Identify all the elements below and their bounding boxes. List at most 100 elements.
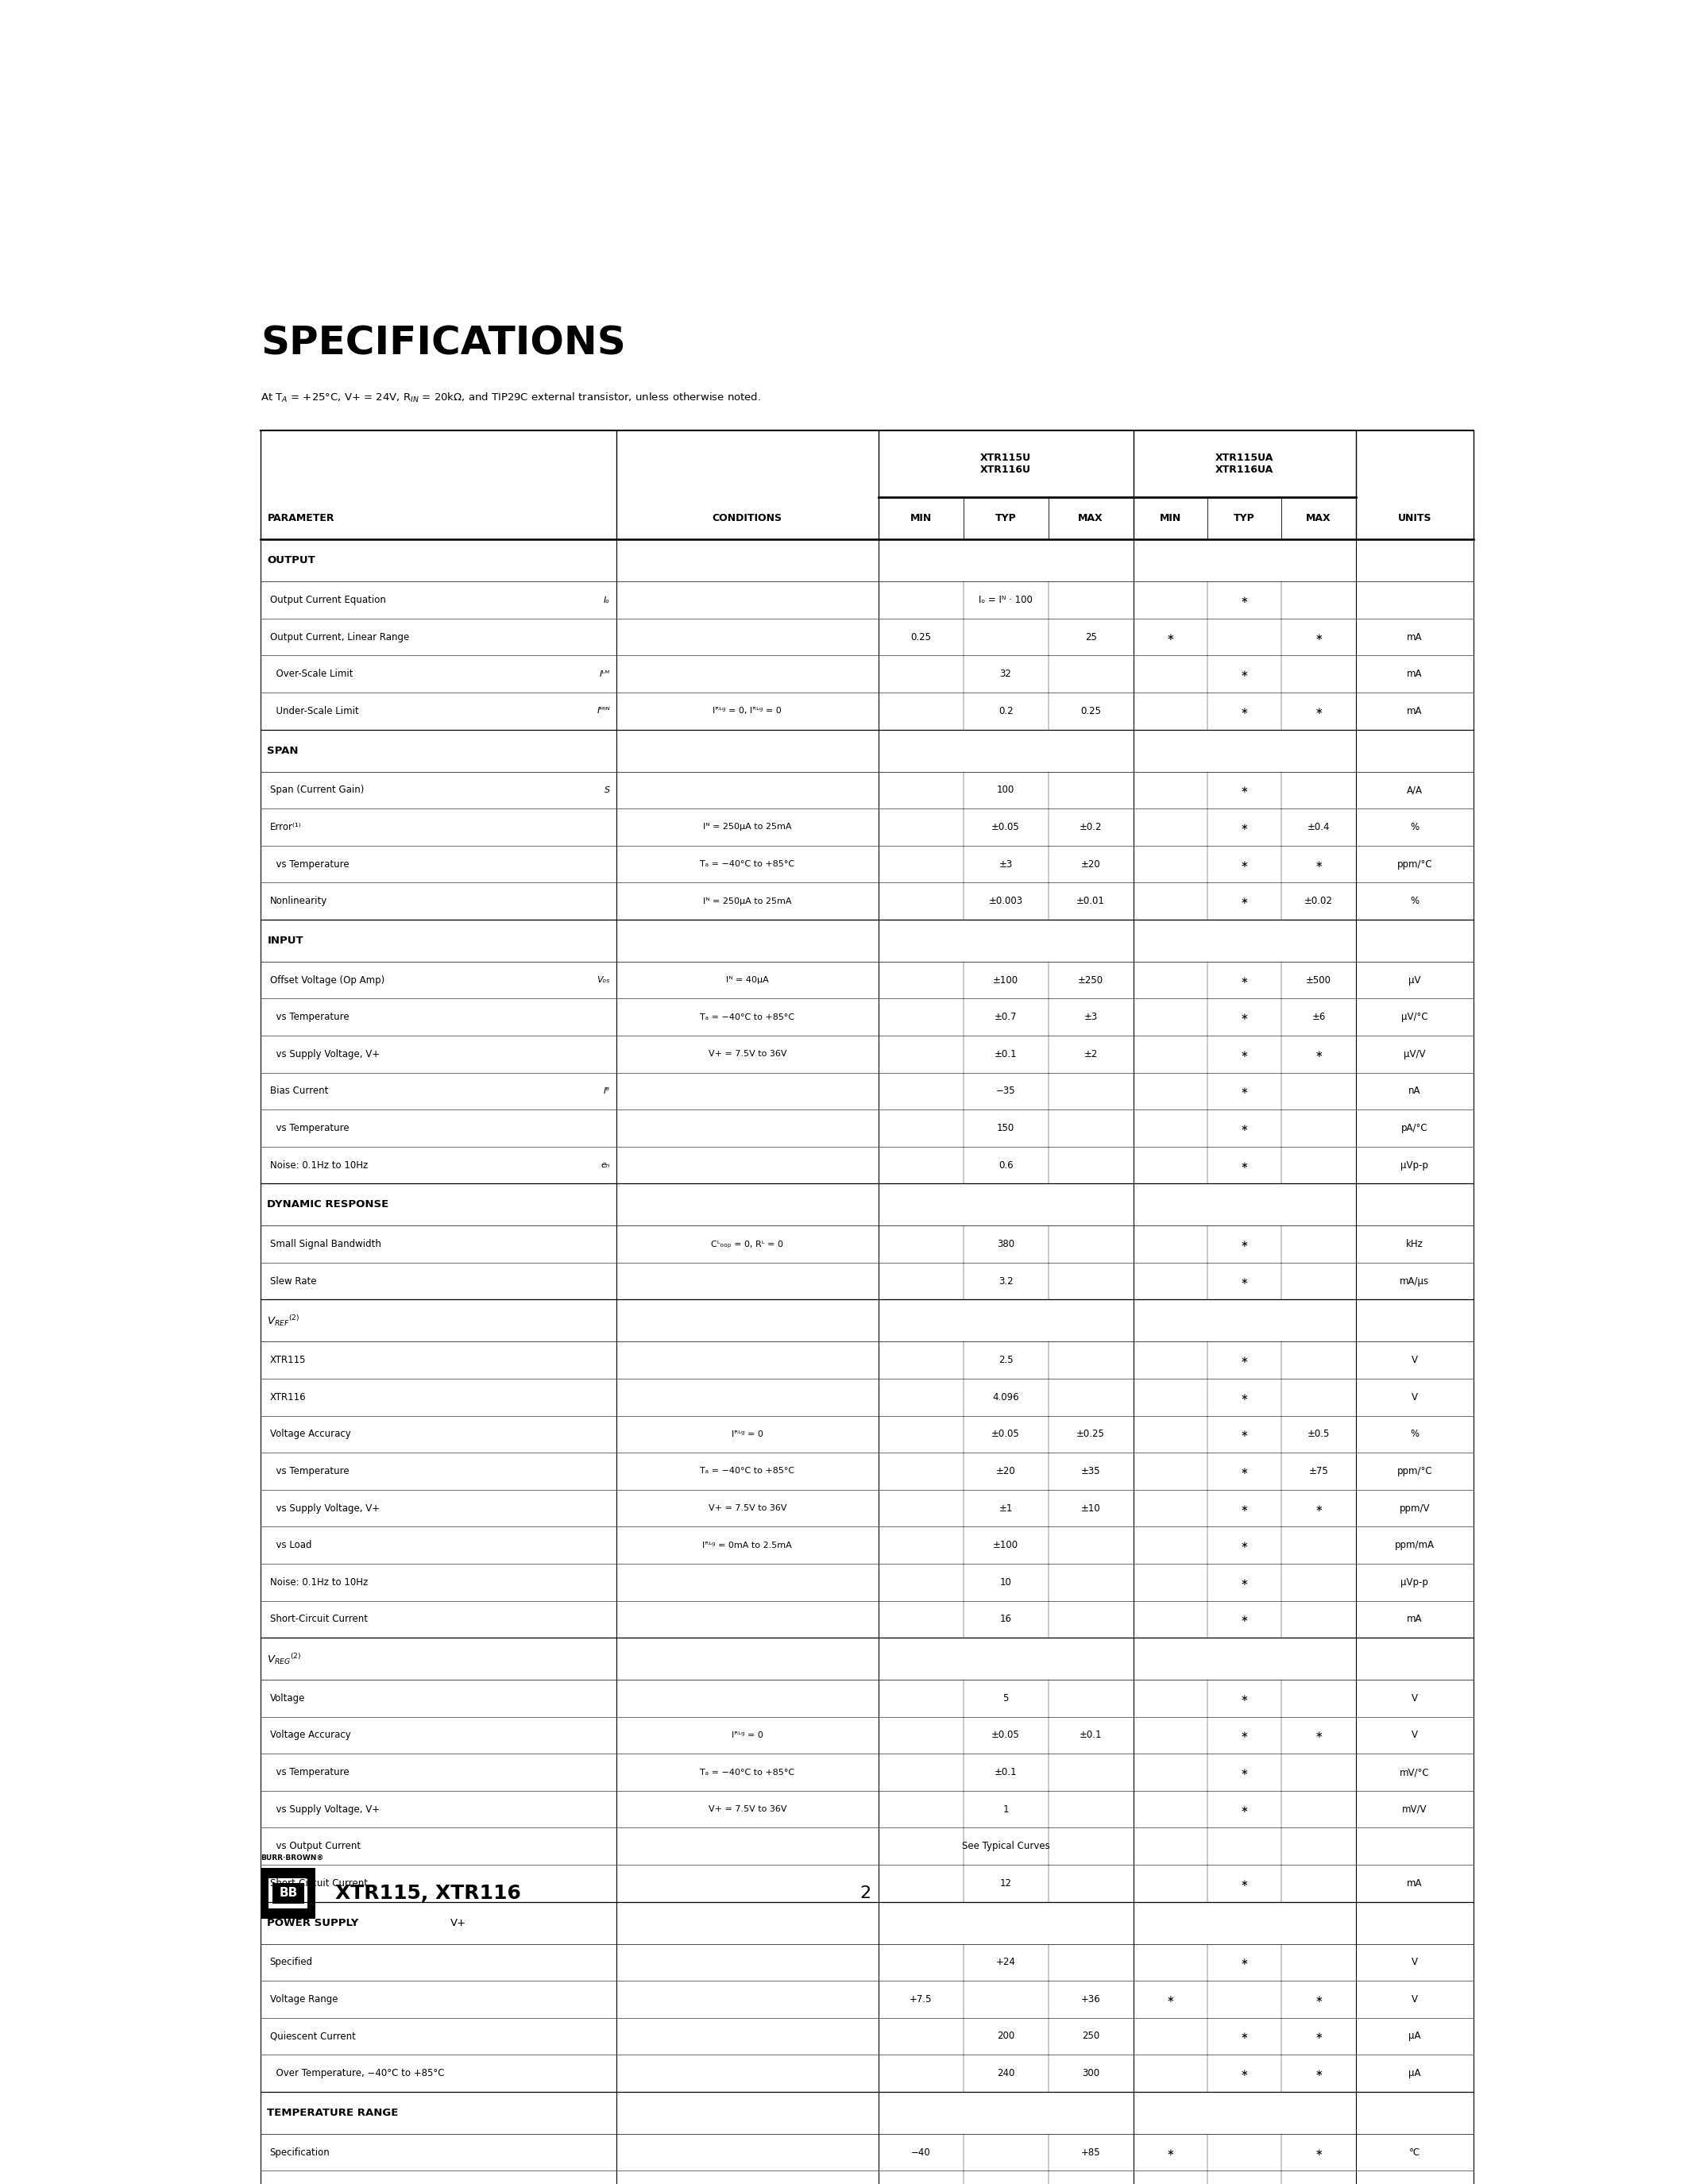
Text: Voltage Accuracy: Voltage Accuracy [270,1428,351,1439]
Bar [272,1883,304,1904]
Text: 0.25: 0.25 [1080,705,1101,716]
Text: vs Supply Voltage, V+: vs Supply Voltage, V+ [270,1048,380,1059]
Bar [265,1874,312,1913]
Text: ∗: ∗ [1241,1878,1249,1889]
Text: mA: mA [1406,705,1423,716]
Text: 380: 380 [998,1238,1014,1249]
Text: ∗: ∗ [1315,2031,1322,2042]
Text: Iᴸᴹ: Iᴸᴹ [599,670,609,677]
Text: Small Signal Bandwidth: Small Signal Bandwidth [270,1238,381,1249]
Text: CONDITIONS: CONDITIONS [712,513,782,524]
Text: ∗: ∗ [1315,631,1322,642]
Text: Noise: 0.1Hz to 10Hz: Noise: 0.1Hz to 10Hz [270,1577,368,1588]
Text: kHz: kHz [1406,1238,1423,1249]
Text: Voltage Range: Voltage Range [270,1994,338,2005]
Text: μV: μV [1408,974,1421,985]
Text: ±0.2: ±0.2 [1079,821,1102,832]
Text: BURR·BROWN®: BURR·BROWN® [260,1854,324,1861]
Text: 2.5: 2.5 [998,1354,1013,1365]
Text: Iᴺ = 250μA to 25mA: Iᴺ = 250μA to 25mA [704,898,792,904]
Text: 1: 1 [1003,1804,1009,1815]
Text: μA: μA [1408,2031,1421,2042]
Text: Tₐ = −40°C to +85°C: Tₐ = −40°C to +85°C [701,1468,795,1474]
Text: ±0.05: ±0.05 [991,1428,1020,1439]
Text: ∗: ∗ [1166,2147,1175,2158]
Text: mA: mA [1406,631,1423,642]
Text: +24: +24 [996,1957,1016,1968]
Text: ∗: ∗ [1241,1767,1249,1778]
Text: ∗: ∗ [1241,1614,1249,1625]
Text: ∗: ∗ [1241,2031,1249,2042]
Text: Iᴹᴵᴺ: Iᴹᴵᴺ [598,708,609,714]
Text: 0.6: 0.6 [998,1160,1013,1171]
Text: OUTPUT: OUTPUT [267,555,316,566]
Text: ppm/°C: ppm/°C [1396,858,1431,869]
Text: vs Supply Voltage, V+: vs Supply Voltage, V+ [270,1503,380,1514]
Text: ∗: ∗ [1241,1428,1249,1439]
Text: ∗: ∗ [1241,1577,1249,1588]
Text: Under-Scale Limit: Under-Scale Limit [270,705,358,716]
Text: V: V [1411,1994,1418,2005]
Text: ±0.5: ±0.5 [1307,1428,1330,1439]
Text: Nonlinearity: Nonlinearity [270,895,327,906]
Text: ±75: ±75 [1308,1465,1328,1476]
Text: ∗: ∗ [1241,705,1249,716]
Text: Over Temperature, −40°C to +85°C: Over Temperature, −40°C to +85°C [270,2068,444,2079]
Text: +85: +85 [1080,2147,1101,2158]
Text: ±3: ±3 [1084,1011,1097,1022]
Text: $V_{REG}$$^{(2)}$: $V_{REG}$$^{(2)}$ [267,1651,302,1666]
Text: ±35: ±35 [1080,1465,1101,1476]
Text: XTR115: XTR115 [270,1354,306,1365]
Text: 16: 16 [999,1614,1011,1625]
Text: −35: −35 [996,1085,1016,1096]
Text: MAX: MAX [1079,513,1104,524]
Text: PARAMETER: PARAMETER [267,513,334,524]
Text: INPUT: INPUT [267,935,304,946]
Text: MAX: MAX [1307,513,1332,524]
Text: 240: 240 [998,2068,1014,2079]
Text: 150: 150 [998,1123,1014,1133]
Text: ∗: ∗ [1241,1957,1249,1968]
Text: V: V [1411,1693,1418,1704]
Text: 32: 32 [999,668,1011,679]
Text: ∗: ∗ [1241,1804,1249,1815]
Text: eₙ: eₙ [601,1162,609,1168]
Text: ±0.05: ±0.05 [991,821,1020,832]
Text: nA: nA [1408,1085,1421,1096]
Text: ∗: ∗ [1315,705,1322,716]
Text: 250: 250 [1082,2031,1099,2042]
Text: ±0.4: ±0.4 [1307,821,1330,832]
Text: ±0.25: ±0.25 [1077,1428,1106,1439]
Text: ±0.1: ±0.1 [1079,1730,1102,1741]
Text: mA: mA [1406,1878,1423,1889]
Text: vs Temperature: vs Temperature [270,1767,349,1778]
Text: 200: 200 [998,2031,1014,2042]
Text: μA: μA [1408,2068,1421,2079]
Text: ∗: ∗ [1315,1730,1322,1741]
Text: Voltage: Voltage [270,1693,306,1704]
Text: ±2: ±2 [1084,1048,1097,1059]
Text: ±250: ±250 [1079,974,1104,985]
Text: vs Temperature: vs Temperature [270,1465,349,1476]
Text: ∗: ∗ [1241,1238,1249,1249]
Text: XTR116: XTR116 [270,1391,306,1402]
Text: Cᴸₒₒₚ = 0, Rᴸ = 0: Cᴸₒₒₚ = 0, Rᴸ = 0 [711,1241,783,1247]
Text: Iᴿᴸᶢ = 0: Iᴿᴸᶢ = 0 [731,1431,763,1439]
Text: ±100: ±100 [993,974,1018,985]
Text: ppm/mA: ppm/mA [1394,1540,1435,1551]
Text: V: V [1411,1730,1418,1741]
Text: XTR115U
XTR116U: XTR115U XTR116U [981,452,1031,474]
Text: ∗: ∗ [1241,2068,1249,2079]
Text: Tₐ = −40°C to +85°C: Tₐ = −40°C to +85°C [701,1013,795,1022]
Text: Error⁽¹⁾: Error⁽¹⁾ [270,821,302,832]
Text: Offset Voltage (Op Amp): Offset Voltage (Op Amp) [270,974,385,985]
Text: ∗: ∗ [1241,1354,1249,1365]
Text: Iᴿᴸᶢ = 0, Iᴿᴸᶢ = 0: Iᴿᴸᶢ = 0, Iᴿᴸᶢ = 0 [712,708,782,714]
Text: ∗: ∗ [1315,1048,1322,1059]
Text: ∗: ∗ [1241,668,1249,679]
Text: POWER SUPPLY: POWER SUPPLY [267,1918,360,1928]
Text: ±0.1: ±0.1 [994,1048,1018,1059]
Text: TYP: TYP [1234,513,1256,524]
Text: 0.2: 0.2 [998,705,1013,716]
Text: 10: 10 [999,1577,1011,1588]
